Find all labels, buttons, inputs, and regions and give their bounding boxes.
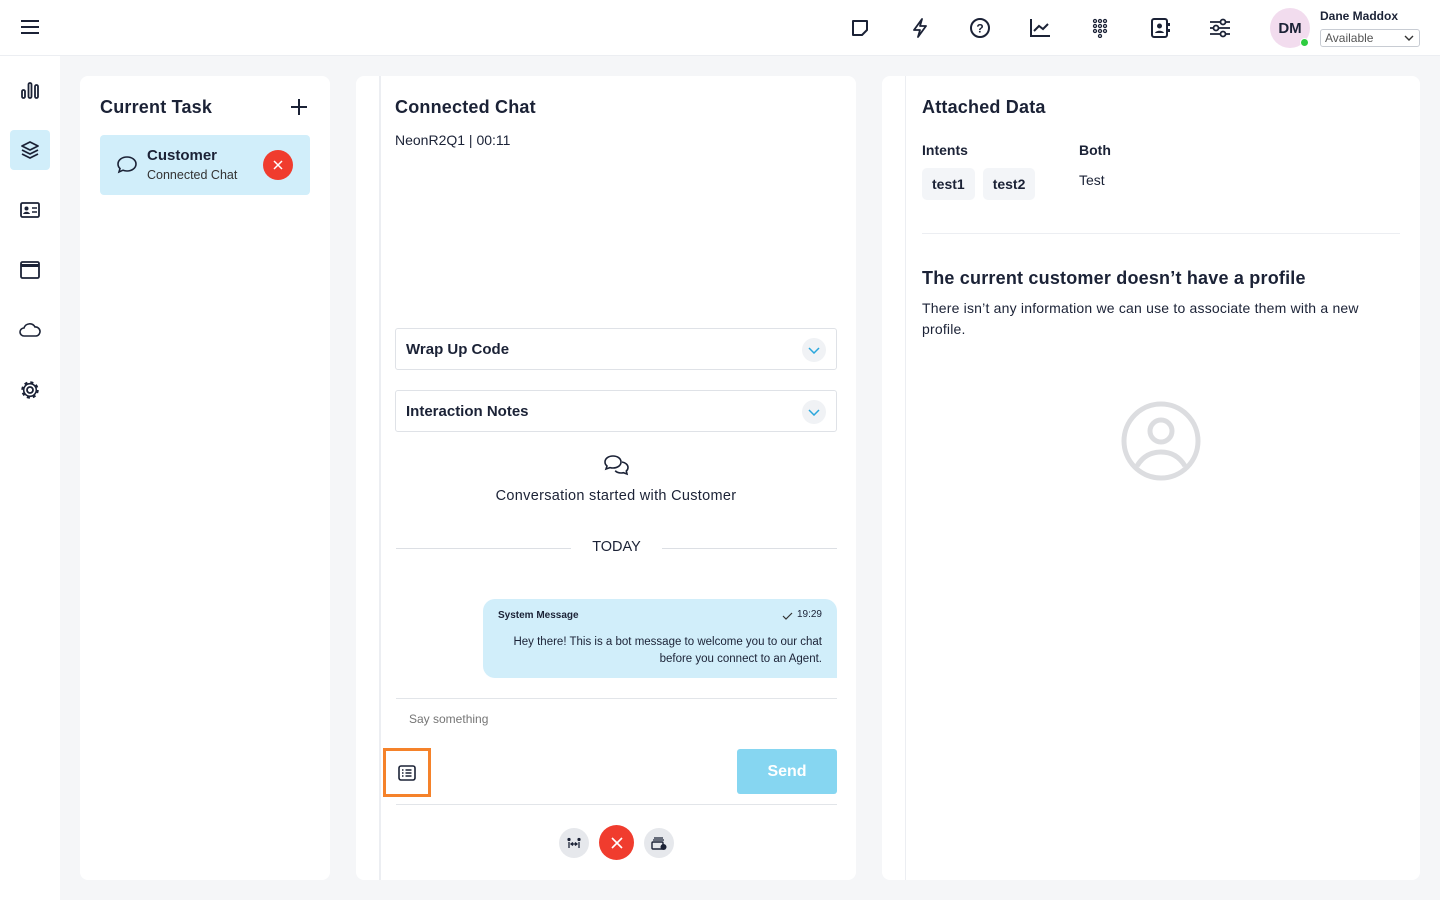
chat-title: Connected Chat [395,97,536,117]
message-time: 19:29 [796,609,822,620]
status-value: Available [1325,31,1374,45]
message-bubble: System Message 19:29 Hey there! This is … [483,599,837,678]
user-name: Dane Maddox [1320,9,1399,23]
chevron-down-icon [802,338,826,362]
chevron-down-icon [1404,35,1414,41]
sidebar [0,56,60,900]
message-sender: System Message [498,610,579,621]
dialpad-icon[interactable] [1088,16,1112,40]
no-profile-title: The current customer doesn’t have a prof… [922,268,1306,288]
user-profile-icon [1121,401,1201,481]
intents-label: Intents [922,142,968,158]
svg-text:?: ? [976,22,983,36]
lightning-icon[interactable] [908,16,932,40]
gear-icon[interactable] [10,370,50,410]
both-label: Both [1079,142,1111,158]
panel-title: Current Task [100,97,213,117]
close-icon [273,160,283,170]
wrap-up-code-dropdown[interactable]: Wrap Up Code [395,328,837,370]
avatar[interactable]: DM [1270,8,1310,48]
interaction-notes-dropdown[interactable]: Interaction Notes [395,390,837,432]
id-card-icon[interactable] [10,190,50,230]
list-icon [398,765,416,781]
wrap-up-label: Wrap Up Code [406,340,510,358]
message-input[interactable] [396,708,837,730]
top-header: ? DM Dane Maddox Available [0,0,1440,56]
transfer-button[interactable] [559,828,589,858]
sliders-icon[interactable] [1208,16,1232,40]
chat-bubble-icon [117,156,137,174]
bar-chart-icon[interactable] [10,70,50,110]
chat-subtitle: NeonR2Q1 | 00:11 [395,132,511,148]
add-task-button[interactable] [290,98,308,121]
both-value: Test [1079,172,1105,188]
sticky-note-icon[interactable] [848,16,872,40]
send-button[interactable]: Send [737,749,837,794]
end-task-button[interactable] [263,150,293,180]
hold-icon [651,836,667,850]
attached-data-panel: Attached Data Intents test1 test2 Both Te… [882,76,1420,880]
intent-chip: test1 [922,168,975,200]
message-text: Hey there! This is a bot message to welc… [513,636,822,665]
conversation-started: Conversation started with Customer [495,488,737,504]
date-divider: TODAY [592,539,641,555]
no-profile-text: There isn’t any information we can use t… [922,300,1359,337]
status-select[interactable]: Available [1320,29,1420,47]
menu-icon[interactable] [20,18,40,41]
hold-button[interactable] [644,828,674,858]
templates-button[interactable] [383,748,431,797]
cloud-icon[interactable] [10,310,50,350]
interaction-notes-label: Interaction Notes [406,402,529,420]
transfer-icon [567,837,581,848]
contacts-book-icon[interactable] [1148,16,1172,40]
check-icon [782,612,793,620]
browser-window-icon[interactable] [10,250,50,290]
task-card[interactable]: Customer Connected Chat [100,135,310,195]
intent-chip: test2 [982,168,1036,200]
attached-title: Attached Data [922,97,1046,117]
intents-list: test1 test2 [922,168,1043,200]
layers-icon[interactable] [10,130,50,170]
conversation-icon [604,455,629,476]
chat-panel [356,76,856,880]
close-icon [610,836,623,849]
avatar-initials: DM [1278,19,1302,37]
current-task-panel: Current Task Customer Connected Chat [80,76,330,880]
end-chat-button[interactable] [599,825,634,860]
chevron-down-icon [802,400,826,424]
chart-line-icon[interactable] [1028,16,1052,40]
status-dot [1300,38,1309,47]
task-name: Customer [147,147,218,164]
task-subtitle: Connected Chat [147,168,238,182]
help-icon[interactable]: ? [968,16,992,40]
